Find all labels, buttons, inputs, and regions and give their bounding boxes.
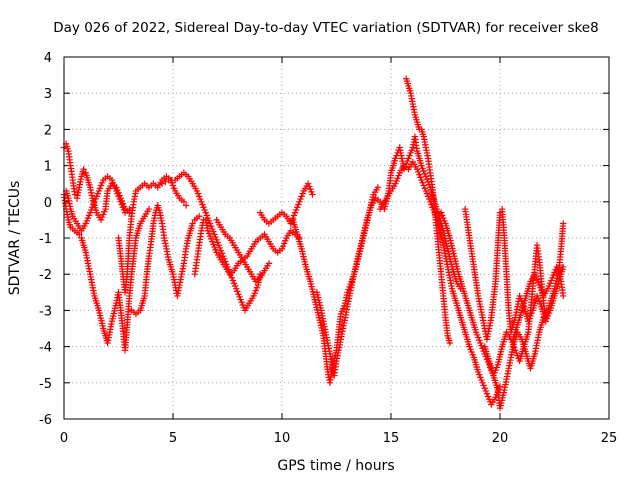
data-point [180, 198, 188, 205]
y-tick-label: -1 [39, 232, 52, 247]
chart-title: Day 026 of 2022, Sidereal Day-to-day VTE… [53, 20, 598, 36]
data-point [162, 178, 169, 186]
data-point [145, 205, 153, 213]
data-point [560, 263, 567, 271]
y-tick-label: 1 [44, 160, 52, 175]
y-tick-label: -6 [39, 413, 52, 428]
y-tick-label: -5 [39, 377, 52, 392]
y-tick-label: 3 [44, 87, 52, 102]
plot-frame [63, 56, 610, 420]
data-point [496, 383, 504, 390]
y-tick-label: -2 [39, 268, 52, 283]
x-tick-label: 10 [274, 431, 291, 446]
x-tick-label: 0 [60, 431, 68, 446]
y-tick-label: -4 [39, 341, 52, 356]
series-arc-13 [403, 75, 454, 347]
data-point [446, 339, 454, 347]
y-axis-label: SDTVAR / TECUs [7, 181, 23, 296]
data-point [158, 180, 166, 187]
series-arc-7 [191, 216, 273, 285]
y-tick-label: 2 [44, 123, 52, 138]
series-arc-4 [115, 173, 190, 296]
data-point [309, 191, 316, 198]
y-tick-label: 0 [44, 196, 52, 211]
data-point [182, 202, 190, 209]
x-tick-label: 20 [492, 431, 509, 446]
data-point [374, 184, 382, 191]
x-tick-label: 15 [383, 431, 400, 446]
data-point [560, 292, 567, 300]
tick-labels: 0 5 10 15 20 25 -6 -5 -4 -3 -2 -1 0 1 2 3 4 [39, 51, 617, 446]
y-tick-label: 4 [44, 51, 52, 66]
x-tick-label: 5 [169, 431, 177, 446]
series-arc-16 [481, 220, 567, 379]
data-point [126, 205, 133, 213]
data-series [60, 75, 567, 412]
series-arc-9 [257, 180, 316, 227]
series-arc-15 [461, 205, 567, 343]
series-arc-12 [376, 158, 504, 408]
x-tick-label: 25 [601, 431, 618, 446]
series-arc-3 [62, 173, 133, 234]
x-axis-label: GPS time / hours [277, 458, 394, 474]
data-point [80, 166, 87, 173]
data-point [560, 220, 567, 227]
series-arc-8 [213, 216, 303, 263]
data-point [195, 213, 203, 220]
y-tick-label: -3 [39, 304, 52, 319]
data-point [189, 220, 196, 227]
data-point [76, 231, 83, 238]
data-point [265, 260, 273, 267]
series-arc-17 [509, 263, 567, 343]
series-arc-5 [128, 202, 203, 318]
